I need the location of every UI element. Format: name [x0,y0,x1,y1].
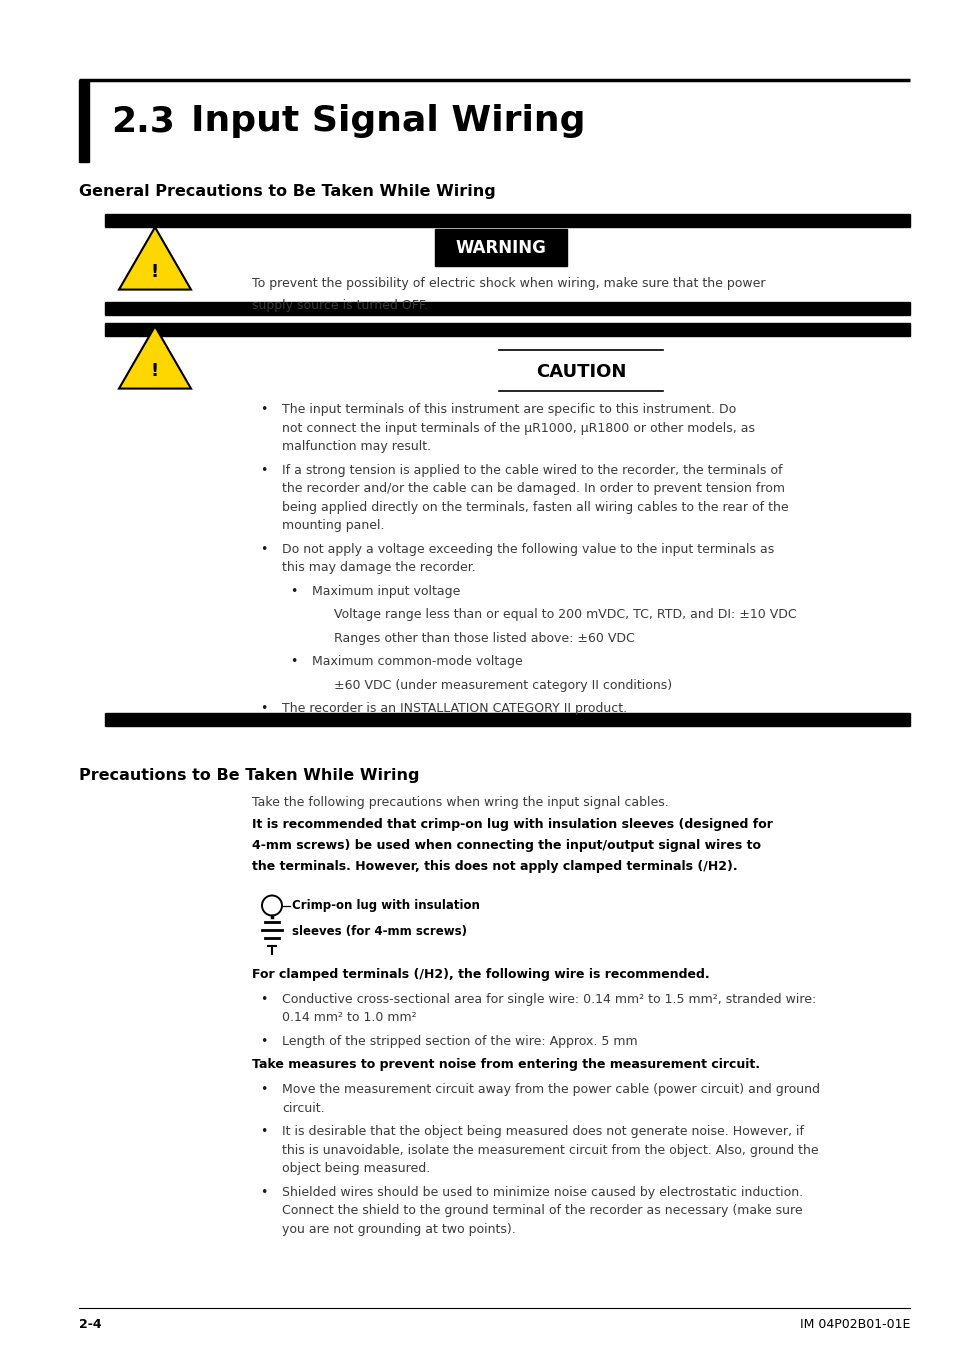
Text: being applied directly on the terminals, fasten all wiring cables to the rear of: being applied directly on the terminals,… [282,501,788,513]
Text: •: • [260,1083,267,1096]
Text: •: • [260,404,267,416]
Text: circuit.: circuit. [282,1102,324,1115]
Text: this is unavoidable, isolate the measurement circuit from the object. Also, grou: this is unavoidable, isolate the measure… [282,1143,818,1157]
Text: supply source is turned OFF.: supply source is turned OFF. [252,298,428,312]
Text: To prevent the possibility of electric shock when wiring, make sure that the pow: To prevent the possibility of electric s… [252,277,764,290]
Text: •: • [260,702,267,716]
Text: the terminals. However, this does not apply clamped terminals (/H2).: the terminals. However, this does not ap… [252,860,737,872]
Text: Connect the shield to the ground terminal of the recorder as necessary (make sur: Connect the shield to the ground termina… [282,1204,801,1216]
Text: Input Signal Wiring: Input Signal Wiring [191,104,585,138]
Text: Ranges other than those listed above: ±60 VDC: Ranges other than those listed above: ±6… [334,632,634,644]
Text: •: • [260,1185,267,1199]
Text: Voltage range less than or equal to 200 mVDC, TC, RTD, and DI: ±10 VDC: Voltage range less than or equal to 200 … [334,608,796,621]
Text: you are not grounding at two points).: you are not grounding at two points). [282,1223,516,1235]
Text: •: • [260,1034,267,1048]
Text: mounting panel.: mounting panel. [282,518,384,532]
Bar [435,230,566,266]
Text: IM 04P02B01-01E: IM 04P02B01-01E [799,1318,909,1331]
Text: sleeves (for 4-mm screws): sleeves (for 4-mm screws) [292,925,467,937]
Text: It is desirable that the object being measured does not generate noise. However,: It is desirable that the object being me… [282,1125,803,1138]
Text: 4-mm screws) be used when connecting the input/output signal wires to: 4-mm screws) be used when connecting the… [252,838,760,852]
Text: object being measured.: object being measured. [282,1162,430,1174]
Polygon shape [119,227,191,290]
Text: 2-4: 2-4 [79,1318,102,1331]
Text: Shielded wires should be used to minimize noise caused by electrostatic inductio: Shielded wires should be used to minimiz… [282,1185,802,1199]
Text: The input terminals of this instrument are specific to this instrument. Do: The input terminals of this instrument a… [282,404,736,416]
Text: Precautions to Be Taken While Wiring: Precautions to Be Taken While Wiring [79,768,419,783]
Text: the recorder and/or the cable can be damaged. In order to prevent tension from: the recorder and/or the cable can be dam… [282,482,784,495]
Text: !: ! [151,263,159,281]
Text: Take the following precautions when wring the input signal cables.: Take the following precautions when wrin… [252,795,668,809]
Text: •: • [260,992,267,1006]
Text: this may damage the recorder.: this may damage the recorder. [282,562,476,574]
Text: Maximum input voltage: Maximum input voltage [312,585,460,598]
Text: not connect the input terminals of the μR1000, μR1800 or other models, as: not connect the input terminals of the μ… [282,421,754,435]
Text: ±60 VDC (under measurement category II conditions): ±60 VDC (under measurement category II c… [334,679,672,691]
Text: It is recommended that crimp-on lug with insulation sleeves (designed for: It is recommended that crimp-on lug with… [252,818,772,830]
Text: WARNING: WARNING [456,239,546,256]
Text: •: • [290,585,297,598]
Bar [105,215,909,227]
Text: 0.14 mm² to 1.0 mm²: 0.14 mm² to 1.0 mm² [282,1011,416,1025]
Text: Length of the stripped section of the wire: Approx. 5 mm: Length of the stripped section of the wi… [282,1034,637,1048]
Text: !: ! [151,362,159,381]
Text: If a strong tension is applied to the cable wired to the recorder, the terminals: If a strong tension is applied to the ca… [282,463,781,477]
Text: Move the measurement circuit away from the power cable (power circuit) and groun: Move the measurement circuit away from t… [282,1083,820,1096]
Text: For clamped terminals (/H2), the following wire is recommended.: For clamped terminals (/H2), the followi… [252,968,709,980]
Text: Take measures to prevent noise from entering the measurement circuit.: Take measures to prevent noise from ente… [252,1058,760,1071]
Bar [105,713,909,725]
Text: Conductive cross-sectional area for single wire: 0.14 mm² to 1.5 mm², stranded w: Conductive cross-sectional area for sing… [282,992,816,1006]
Text: Do not apply a voltage exceeding the following value to the input terminals as: Do not apply a voltage exceeding the fol… [282,543,774,555]
Bar [105,323,909,336]
Text: Crimp-on lug with insulation: Crimp-on lug with insulation [292,899,479,913]
Text: malfunction may result.: malfunction may result. [282,440,431,454]
Bar [105,302,909,315]
Polygon shape [119,327,191,389]
Text: 2.3: 2.3 [111,104,174,138]
Text: CAUTION: CAUTION [536,363,625,381]
Text: •: • [290,655,297,668]
Text: •: • [260,463,267,477]
Text: General Precautions to Be Taken While Wiring: General Precautions to Be Taken While Wi… [79,184,496,198]
Text: •: • [260,543,267,555]
Text: •: • [260,1125,267,1138]
Text: The recorder is an INSTALLATION CATEGORY II product.: The recorder is an INSTALLATION CATEGORY… [282,702,626,716]
Text: Maximum common-mode voltage: Maximum common-mode voltage [312,655,522,668]
Bar [79,80,89,162]
